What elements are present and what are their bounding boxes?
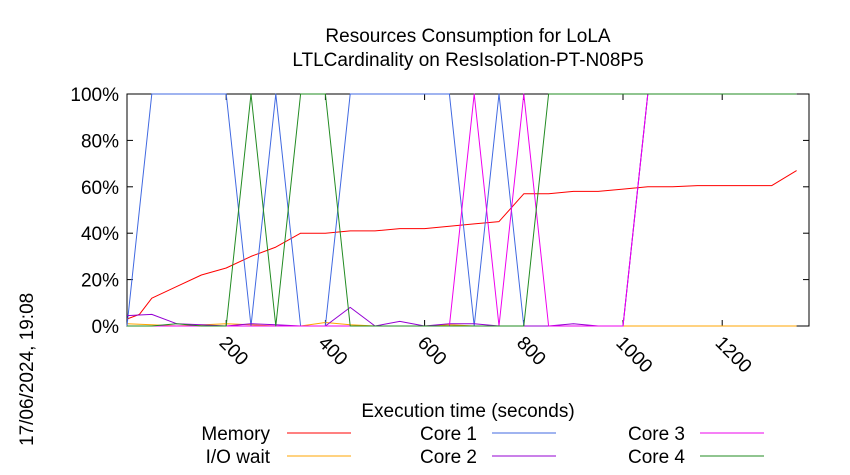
y-tick-label: 0%: [92, 317, 120, 338]
y-tick-label: 40%: [81, 224, 119, 245]
series-line-core-4: [127, 93, 797, 327]
y-tick-label: 80%: [81, 131, 119, 152]
series-line-memory: [126, 170, 797, 320]
series-line-core-3: [127, 93, 797, 327]
y-tick-label: 20%: [81, 271, 119, 292]
legend-label-core-4: Core 4: [628, 447, 685, 468]
x-tick-label: 400: [314, 333, 351, 370]
series-lines: [126, 93, 797, 327]
chart-title-line-2: LTLCardinality on ResIsolation-PT-N08P5: [292, 50, 643, 71]
timestamp-label: 17/06/2024, 19:08: [17, 293, 38, 446]
x-tick-label: 600: [413, 333, 450, 370]
legend-label-core-3: Core 3: [628, 424, 685, 445]
y-axis: 0% 20% 40% 60% 80% 100%: [70, 85, 809, 338]
x-tick-label: 1200: [711, 333, 756, 378]
y-tick-label: 100%: [70, 85, 119, 106]
legend-label-core-2: Core 2: [420, 447, 477, 468]
chart-title-line-1: Resources Consumption for LoLA: [325, 26, 610, 47]
x-tick-label: 800: [512, 333, 549, 370]
x-tick-label: 1000: [611, 333, 656, 378]
x-axis-label: Execution time (seconds): [361, 401, 574, 422]
legend-label-i-o-wait: I/O wait: [206, 447, 271, 468]
legend-label-core-1: Core 1: [420, 424, 477, 445]
y-tick-label: 60%: [81, 178, 119, 199]
x-tick-label: 200: [215, 333, 252, 370]
chart-title: Resources Consumption for LoLA LTLCardin…: [292, 26, 643, 71]
legend-label-memory: Memory: [201, 424, 270, 445]
plot-area-border: [126, 93, 810, 327]
